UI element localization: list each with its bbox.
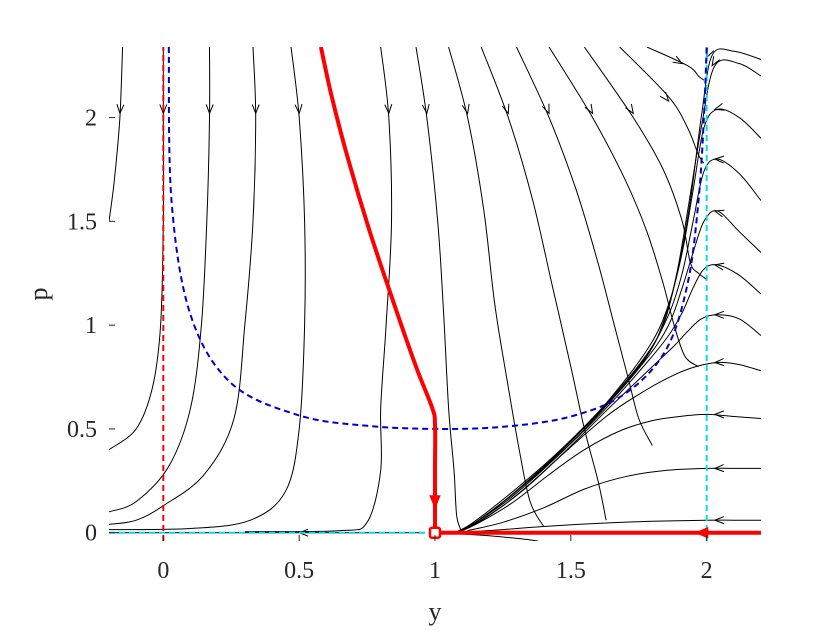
streamline-arrow: [421, 103, 430, 115]
x-tick-label: 0: [157, 558, 169, 584]
trajectory: [318, 47, 438, 533]
y-tick-label: 0: [85, 521, 97, 547]
streamline: [583, 47, 708, 280]
streamline-arrow: [116, 104, 125, 115]
streamline-arrow: [625, 103, 635, 115]
streamline: [453, 59, 761, 534]
streamline: [109, 47, 306, 531]
streamline-arrow: [659, 91, 670, 103]
streamline-arrow: [461, 103, 470, 115]
x-tick-label: 2: [701, 558, 713, 584]
streamline: [456, 264, 761, 534]
streamline-arrow: [713, 155, 725, 164]
streamline: [467, 467, 761, 532]
streamline: [619, 47, 705, 164]
x-tick-label: 1: [429, 558, 441, 584]
y-tick-label: 0.5: [67, 417, 97, 443]
streamline: [516, 47, 653, 446]
nullcline: [167, 47, 708, 430]
trajectories: [318, 47, 761, 539]
streamline-arrow: [205, 104, 214, 115]
y-tick-label: 1: [85, 313, 97, 339]
streamline: [415, 47, 463, 533]
streamline: [109, 47, 124, 222]
streamline: [109, 47, 257, 525]
streamline-arrow: [384, 104, 393, 115]
streamline-arrow: [713, 410, 724, 419]
streamline-arrow: [711, 56, 721, 67]
streamline-arrow: [713, 464, 725, 473]
streamline: [467, 519, 761, 533]
streamline-arrow: [713, 262, 725, 271]
streamline-arrow: [159, 104, 168, 115]
trajectory-arrow: [429, 495, 441, 510]
streamline: [480, 47, 607, 521]
y-tick-label: 2: [85, 106, 97, 132]
streamline-arrow: [713, 209, 725, 218]
y-axis: 0 0.5 1 1.5 2: [67, 106, 115, 547]
y-tick-label: 1.5: [67, 209, 97, 235]
streamline-arrow: [713, 516, 725, 525]
x-axis: 0 0.5 1 1.5 2: [157, 535, 713, 584]
streamline-arrow: [294, 104, 303, 115]
streamline-arrow: [672, 55, 684, 65]
streamline: [548, 47, 699, 368]
streamline-arrow: [584, 103, 594, 115]
x-axis-label: y: [429, 597, 442, 626]
streamline: [244, 47, 393, 533]
streamline-arrow: [501, 103, 510, 115]
x-tick-label: 1.5: [556, 558, 586, 584]
x-tick-label: 0.5: [284, 558, 314, 584]
y-axis-label: p: [24, 288, 53, 301]
trajectory-arrow: [694, 526, 709, 539]
streamline-arrow: [713, 310, 724, 319]
streamline: [646, 47, 705, 81]
streamline-arrow: [713, 103, 725, 111]
streamline: [456, 361, 761, 534]
streamline-arrow: [251, 104, 260, 115]
streamline-arrow: [713, 358, 725, 367]
streamline-arrow: [542, 103, 550, 115]
